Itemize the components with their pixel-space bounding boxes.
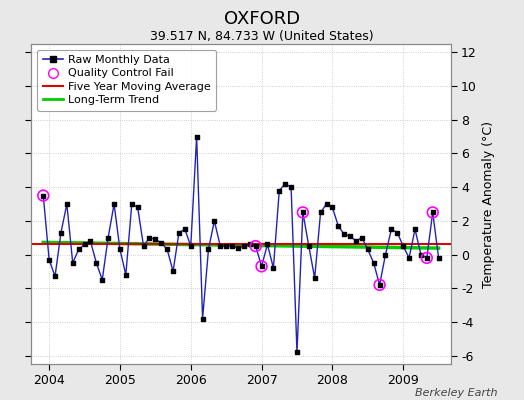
Point xyxy=(269,265,278,271)
Point xyxy=(358,234,366,241)
Point xyxy=(429,209,437,216)
Point xyxy=(98,276,106,283)
Point xyxy=(340,231,348,238)
Point xyxy=(174,230,183,236)
Point xyxy=(222,243,231,249)
Point xyxy=(387,226,396,232)
Point xyxy=(139,243,148,249)
Point xyxy=(92,260,101,266)
Point xyxy=(346,233,354,239)
Point xyxy=(275,187,283,194)
Point xyxy=(199,315,207,322)
Point xyxy=(417,251,425,258)
Point xyxy=(104,234,112,241)
Point xyxy=(429,209,437,216)
Text: OXFORD: OXFORD xyxy=(224,10,300,28)
Point xyxy=(110,201,118,207)
Point xyxy=(39,192,48,199)
Point xyxy=(228,243,236,249)
Point xyxy=(422,255,431,261)
Point xyxy=(134,204,142,210)
Point xyxy=(57,230,65,236)
Point xyxy=(316,209,325,216)
Point xyxy=(411,226,419,232)
Y-axis label: Temperature Anomaly (°C): Temperature Anomaly (°C) xyxy=(483,120,496,288)
Point xyxy=(311,275,319,281)
Point xyxy=(299,209,307,216)
Point xyxy=(352,238,360,244)
Legend: Raw Monthly Data, Quality Control Fail, Five Year Moving Average, Long-Term Tren: Raw Monthly Data, Quality Control Fail, … xyxy=(37,50,216,111)
Point xyxy=(192,134,201,140)
Point xyxy=(127,201,136,207)
Point xyxy=(322,201,331,207)
Point xyxy=(169,268,177,274)
Point xyxy=(116,246,124,253)
Point xyxy=(364,246,372,253)
Point xyxy=(151,236,159,242)
Point xyxy=(393,230,401,236)
Point xyxy=(381,251,390,258)
Point xyxy=(281,180,289,187)
Point xyxy=(399,243,407,249)
Point xyxy=(45,256,53,263)
Point xyxy=(86,238,95,244)
Point xyxy=(216,243,224,249)
Point xyxy=(122,272,130,278)
Point xyxy=(63,201,71,207)
Point xyxy=(293,349,301,356)
Point xyxy=(80,241,89,248)
Point xyxy=(187,243,195,249)
Point xyxy=(257,263,266,270)
Point xyxy=(304,243,313,249)
Point xyxy=(239,243,248,249)
Point xyxy=(369,260,378,266)
Point xyxy=(74,246,83,253)
Point xyxy=(405,255,413,261)
Point xyxy=(434,255,443,261)
Point xyxy=(51,273,59,280)
Point xyxy=(422,255,431,261)
Point xyxy=(334,223,343,229)
Point xyxy=(210,218,219,224)
Point xyxy=(287,184,296,190)
Point xyxy=(375,282,384,288)
Point xyxy=(252,243,260,249)
Point xyxy=(204,246,213,253)
Point xyxy=(69,260,77,266)
Point xyxy=(145,234,154,241)
Point xyxy=(157,240,166,246)
Point xyxy=(181,226,189,232)
Point xyxy=(299,209,307,216)
Point xyxy=(163,246,171,253)
Point xyxy=(328,204,336,210)
Point xyxy=(246,241,254,248)
Text: Berkeley Earth: Berkeley Earth xyxy=(416,388,498,398)
Point xyxy=(234,244,242,251)
Point xyxy=(263,241,271,248)
Point xyxy=(252,243,260,249)
Point xyxy=(375,282,384,288)
Point xyxy=(39,192,48,199)
Text: 39.517 N, 84.733 W (United States): 39.517 N, 84.733 W (United States) xyxy=(150,30,374,43)
Point xyxy=(257,263,266,270)
